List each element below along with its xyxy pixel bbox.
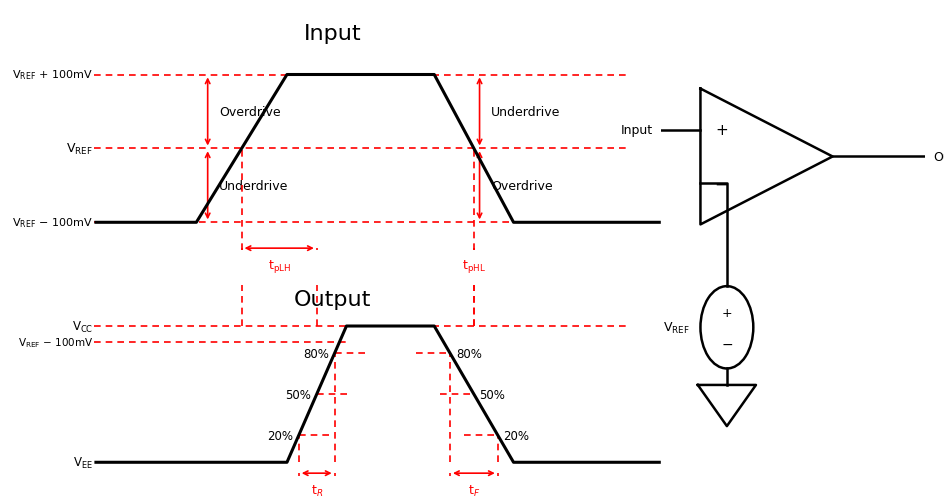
Text: t$_{\mathregular{pLH}}$: t$_{\mathregular{pLH}}$ xyxy=(267,258,291,275)
Text: V$_\mathregular{REF}$ − 100mV: V$_\mathregular{REF}$ − 100mV xyxy=(18,336,93,350)
Text: Input: Input xyxy=(621,124,653,137)
Text: 20%: 20% xyxy=(267,429,294,442)
Text: V$_\mathregular{REF}$: V$_\mathregular{REF}$ xyxy=(66,142,93,157)
Text: Output: Output xyxy=(294,290,371,310)
Text: V$_\mathregular{REF}$ + 100mV: V$_\mathregular{REF}$ + 100mV xyxy=(12,69,93,82)
Text: Input: Input xyxy=(303,24,362,44)
Text: V$_\mathregular{EE}$: V$_\mathregular{EE}$ xyxy=(74,455,93,470)
Text: V$_\mathregular{CC}$: V$_\mathregular{CC}$ xyxy=(72,319,93,334)
Text: 80%: 80% xyxy=(456,347,481,360)
Text: Output: Output xyxy=(933,151,944,164)
Text: 50%: 50% xyxy=(480,388,505,401)
Text: t$_{\mathregular{pHL}}$: t$_{\mathregular{pHL}}$ xyxy=(462,258,486,275)
Text: 50%: 50% xyxy=(285,388,312,401)
Text: V$_\mathregular{REF}$ − 100mV: V$_\mathregular{REF}$ − 100mV xyxy=(12,216,93,230)
Text: Underdrive: Underdrive xyxy=(491,106,560,119)
Text: V$_\mathregular{REF}$: V$_\mathregular{REF}$ xyxy=(663,320,690,335)
Text: Overdrive: Overdrive xyxy=(219,106,280,119)
Text: t$_F$: t$_F$ xyxy=(468,483,480,498)
Text: Overdrive: Overdrive xyxy=(491,179,552,192)
Text: +: + xyxy=(716,123,728,138)
Text: 80%: 80% xyxy=(303,347,329,360)
Text: +: + xyxy=(721,307,733,320)
Text: −: − xyxy=(715,175,729,193)
Text: 20%: 20% xyxy=(503,429,530,442)
Text: Underdrive: Underdrive xyxy=(219,179,288,192)
Text: −: − xyxy=(721,337,733,351)
Text: t$_R$: t$_R$ xyxy=(311,483,323,498)
